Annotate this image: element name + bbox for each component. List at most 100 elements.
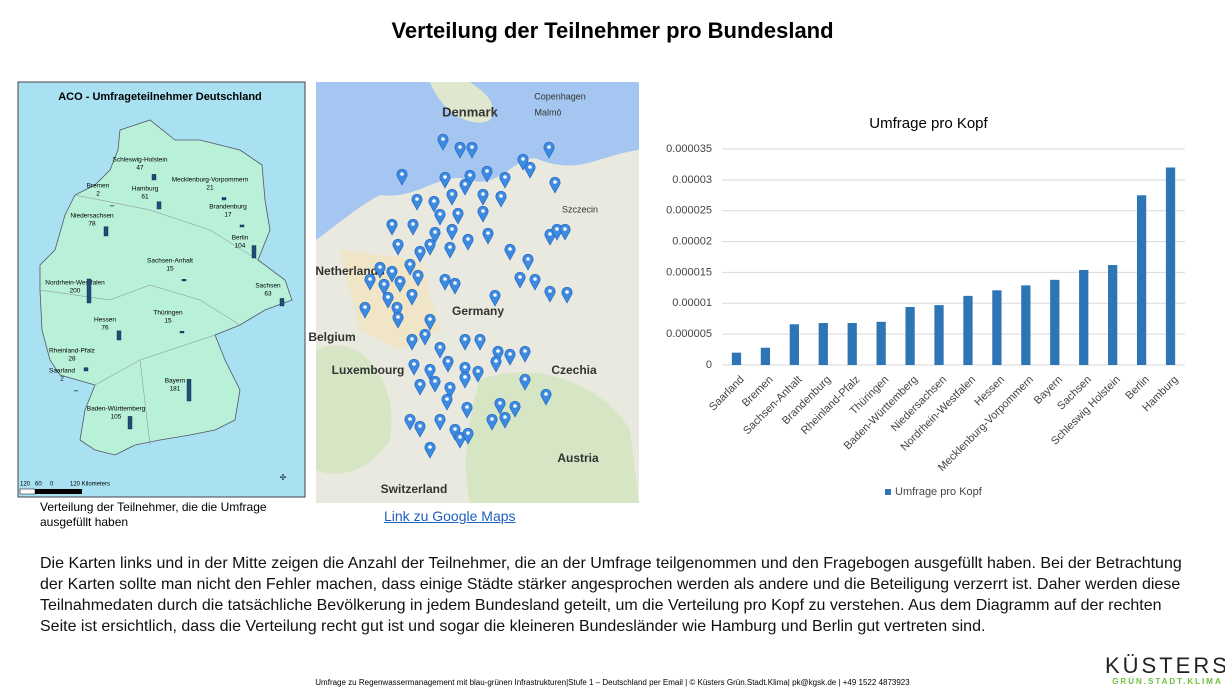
scale-bar bbox=[19, 488, 36, 495]
legend-label: Umfrage pro Kopf bbox=[895, 486, 983, 498]
count-column bbox=[251, 245, 257, 259]
map-pin bbox=[391, 301, 403, 319]
pin-dot bbox=[463, 365, 467, 369]
map-pin bbox=[492, 345, 504, 363]
pin-dot bbox=[428, 445, 432, 449]
pin-dot bbox=[445, 397, 449, 401]
pin-dot bbox=[382, 282, 386, 286]
map-pin bbox=[519, 373, 531, 391]
bar bbox=[1136, 195, 1147, 365]
pin-dot bbox=[508, 352, 512, 356]
pin-dot bbox=[416, 273, 420, 277]
state-name: Saarland bbox=[49, 368, 75, 375]
state-count: 15 bbox=[164, 318, 172, 325]
map-pin bbox=[439, 171, 451, 189]
pin-dot bbox=[548, 289, 552, 293]
map-pin bbox=[466, 141, 478, 159]
map-pin bbox=[464, 169, 476, 187]
pin-dot bbox=[438, 212, 442, 216]
pin-dot bbox=[448, 245, 452, 249]
map-pin bbox=[494, 397, 506, 415]
state-name: Niedersachsen bbox=[70, 213, 114, 220]
count-column bbox=[186, 379, 192, 402]
map-pin bbox=[429, 375, 441, 393]
map-pin bbox=[481, 165, 493, 183]
pin-dot bbox=[398, 279, 402, 283]
count-column bbox=[151, 174, 157, 181]
border bbox=[139, 359, 151, 446]
map-label: Copenhagen bbox=[534, 91, 586, 101]
scale-bar bbox=[20, 489, 82, 494]
map-pin bbox=[386, 265, 398, 283]
map-pin bbox=[392, 311, 404, 329]
map-label: Szczecin bbox=[562, 204, 598, 214]
pin-dot bbox=[410, 292, 414, 296]
map-pin bbox=[499, 411, 511, 429]
map-pin bbox=[444, 381, 456, 399]
pin-dot bbox=[533, 277, 537, 281]
pin-dot bbox=[410, 337, 414, 341]
pin-dot bbox=[481, 209, 485, 213]
map-pin bbox=[407, 218, 419, 236]
pin-dot bbox=[458, 435, 462, 439]
pin-dot bbox=[498, 401, 502, 405]
bar bbox=[818, 323, 828, 365]
land bbox=[430, 82, 493, 123]
scale-label: 120 bbox=[20, 482, 31, 488]
pin-dot bbox=[544, 392, 548, 396]
border bbox=[74, 194, 259, 261]
pin-dot bbox=[400, 172, 404, 176]
state-name: Thüringen bbox=[153, 310, 183, 317]
pin-dot bbox=[478, 337, 482, 341]
logo-tagline: GRÜN.STADT.KLIMA bbox=[1112, 677, 1223, 686]
sea bbox=[316, 82, 639, 240]
map-label: Malmö bbox=[534, 107, 561, 117]
state-count: 104 bbox=[235, 243, 246, 250]
y-tick-label: 0.000025 bbox=[666, 205, 712, 217]
map-label: Germany bbox=[452, 304, 504, 318]
map-pin bbox=[414, 245, 426, 263]
state-name: Rheinland-Pfalz bbox=[49, 348, 95, 355]
bar bbox=[1021, 285, 1031, 365]
maps-link[interactable]: Link zu Google Maps bbox=[384, 508, 516, 524]
state-count: 76 bbox=[101, 325, 109, 332]
footer: Umfrage zu Regenwassermanagement mit bla… bbox=[315, 678, 910, 687]
map-pin bbox=[428, 195, 440, 213]
land bbox=[316, 345, 392, 474]
pin-dot bbox=[528, 165, 532, 169]
map-pin bbox=[437, 133, 449, 151]
x-tick-label: Saarland bbox=[707, 374, 747, 414]
map-pin bbox=[504, 243, 516, 261]
map-pin bbox=[419, 328, 431, 346]
map-pin bbox=[374, 261, 386, 279]
map-pin bbox=[441, 393, 453, 411]
map-pin bbox=[529, 273, 541, 291]
pin-dot bbox=[450, 192, 454, 196]
map-pin bbox=[359, 301, 371, 319]
pin-dot bbox=[408, 262, 412, 266]
state-name: Baden-Württemberg bbox=[87, 406, 146, 413]
count-column bbox=[239, 224, 245, 228]
pin-dot bbox=[423, 332, 427, 336]
map-pin bbox=[434, 341, 446, 359]
bar bbox=[847, 323, 857, 365]
bar bbox=[789, 324, 799, 365]
pin-dot bbox=[396, 242, 400, 246]
state-name: Berlin bbox=[232, 235, 249, 242]
map-pin bbox=[559, 223, 571, 241]
pin-dot bbox=[476, 369, 480, 373]
pin-dot bbox=[518, 275, 522, 279]
map-pin bbox=[364, 273, 376, 291]
map-pin bbox=[454, 141, 466, 159]
pin-dot bbox=[508, 247, 512, 251]
pin-dot bbox=[432, 199, 436, 203]
map-pin bbox=[404, 413, 416, 431]
map-pin bbox=[462, 233, 474, 251]
map-pin bbox=[509, 400, 521, 418]
pin-dot bbox=[412, 362, 416, 366]
count-column bbox=[103, 226, 109, 237]
map-pin bbox=[406, 333, 418, 351]
map-pin bbox=[446, 223, 458, 241]
bar bbox=[992, 290, 1002, 365]
